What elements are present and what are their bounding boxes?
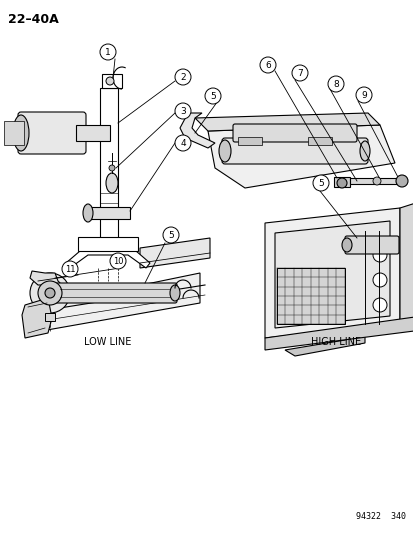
Ellipse shape bbox=[13, 115, 29, 151]
FancyBboxPatch shape bbox=[102, 74, 122, 88]
Circle shape bbox=[312, 175, 328, 191]
Text: LOW LINE: LOW LINE bbox=[84, 337, 131, 347]
Polygon shape bbox=[22, 298, 52, 338]
Text: 1: 1 bbox=[105, 47, 111, 56]
Circle shape bbox=[372, 177, 380, 185]
Text: 5: 5 bbox=[210, 92, 215, 101]
Polygon shape bbox=[66, 251, 150, 268]
FancyBboxPatch shape bbox=[221, 138, 367, 164]
Text: 8: 8 bbox=[332, 79, 338, 88]
FancyBboxPatch shape bbox=[45, 313, 55, 321]
Circle shape bbox=[38, 281, 62, 305]
Text: 9: 9 bbox=[360, 91, 366, 100]
FancyBboxPatch shape bbox=[333, 177, 349, 187]
Circle shape bbox=[62, 261, 78, 277]
FancyBboxPatch shape bbox=[4, 121, 24, 145]
FancyBboxPatch shape bbox=[276, 268, 344, 324]
Ellipse shape bbox=[170, 285, 180, 301]
Circle shape bbox=[30, 273, 70, 313]
FancyBboxPatch shape bbox=[100, 88, 118, 243]
FancyBboxPatch shape bbox=[76, 125, 110, 141]
Ellipse shape bbox=[83, 204, 93, 222]
Polygon shape bbox=[180, 113, 214, 148]
Circle shape bbox=[100, 44, 116, 60]
Polygon shape bbox=[30, 273, 199, 333]
Text: 7: 7 bbox=[297, 69, 302, 77]
FancyBboxPatch shape bbox=[307, 137, 331, 145]
Circle shape bbox=[163, 227, 178, 243]
Polygon shape bbox=[30, 271, 62, 285]
Text: 4: 4 bbox=[180, 139, 185, 148]
Circle shape bbox=[259, 57, 275, 73]
Text: 22–40A: 22–40A bbox=[8, 13, 59, 26]
Text: 2: 2 bbox=[180, 72, 185, 82]
Polygon shape bbox=[195, 113, 379, 131]
Circle shape bbox=[45, 288, 55, 298]
Circle shape bbox=[291, 65, 307, 81]
Ellipse shape bbox=[341, 238, 351, 252]
Circle shape bbox=[395, 175, 407, 187]
Circle shape bbox=[355, 87, 371, 103]
FancyBboxPatch shape bbox=[88, 207, 130, 219]
Circle shape bbox=[336, 178, 346, 188]
Circle shape bbox=[372, 273, 386, 287]
Circle shape bbox=[372, 298, 386, 312]
Text: 6: 6 bbox=[264, 61, 270, 69]
Circle shape bbox=[175, 69, 190, 85]
FancyBboxPatch shape bbox=[18, 112, 86, 154]
FancyBboxPatch shape bbox=[349, 178, 399, 184]
Circle shape bbox=[175, 103, 190, 119]
Ellipse shape bbox=[218, 140, 230, 162]
Text: HIGH LINE: HIGH LINE bbox=[310, 337, 360, 347]
Polygon shape bbox=[264, 316, 413, 350]
Text: 11: 11 bbox=[64, 264, 75, 273]
FancyBboxPatch shape bbox=[237, 137, 261, 145]
Polygon shape bbox=[140, 238, 209, 268]
FancyBboxPatch shape bbox=[78, 237, 138, 251]
Polygon shape bbox=[207, 125, 394, 188]
Circle shape bbox=[204, 88, 221, 104]
Polygon shape bbox=[264, 208, 399, 338]
Text: 10: 10 bbox=[112, 256, 123, 265]
Polygon shape bbox=[274, 221, 389, 328]
Text: 3: 3 bbox=[180, 107, 185, 116]
Polygon shape bbox=[399, 201, 413, 323]
Text: 5: 5 bbox=[317, 179, 323, 188]
FancyBboxPatch shape bbox=[53, 283, 177, 303]
Ellipse shape bbox=[359, 141, 369, 161]
Ellipse shape bbox=[106, 173, 118, 193]
Text: 5: 5 bbox=[168, 230, 173, 239]
Circle shape bbox=[372, 248, 386, 262]
Text: 94322  340: 94322 340 bbox=[355, 512, 405, 521]
Circle shape bbox=[106, 77, 114, 85]
FancyBboxPatch shape bbox=[344, 236, 398, 254]
FancyBboxPatch shape bbox=[233, 124, 356, 142]
Polygon shape bbox=[284, 328, 364, 356]
Circle shape bbox=[327, 76, 343, 92]
Circle shape bbox=[110, 253, 126, 269]
Circle shape bbox=[109, 165, 115, 171]
Circle shape bbox=[175, 135, 190, 151]
